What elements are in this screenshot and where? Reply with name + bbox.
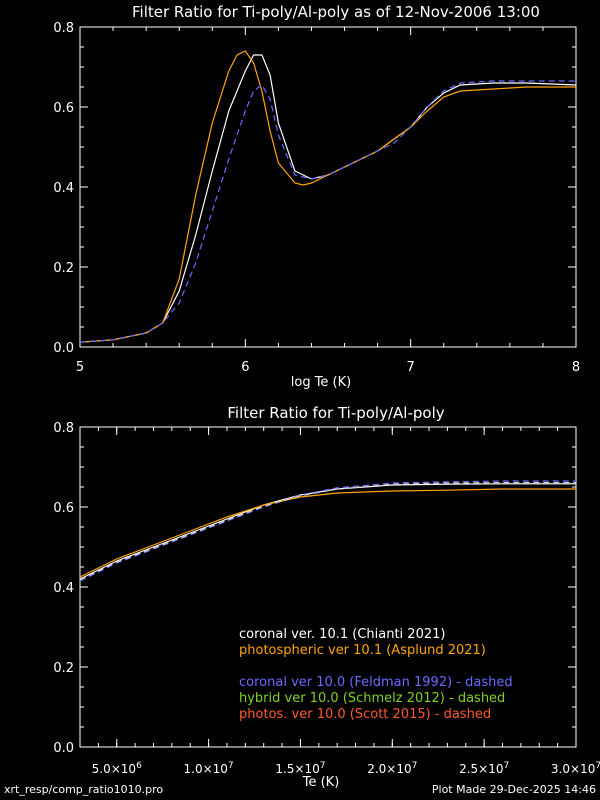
chart1-series-2-line: [79, 50, 576, 343]
chart2-legend-entry: photospheric ver 10.1 (Asplund 2021): [239, 643, 486, 658]
chart2-title: Filter Ratio for Ti-poly/Al-poly: [227, 404, 444, 422]
chart2-xtick-label: 2.0×107: [367, 761, 417, 776]
chart2-series-4-line: [79, 482, 576, 581]
chart1-series-1-line: [79, 54, 577, 343]
chart1-xtick-label: 8: [572, 360, 580, 375]
chart1-xtick-label: 5: [76, 360, 84, 375]
chart2-series-1-line: [79, 483, 576, 580]
chart1-xtick-label: 7: [407, 360, 415, 375]
chart2-xtick-label: 1.5×107: [275, 761, 325, 776]
chart2-ytick-label: 0.4: [53, 581, 74, 596]
chart1-title: Filter Ratio for Ti-poly/Al-poly as of 1…: [132, 3, 540, 21]
chart2-xtick-label: 1.0×107: [184, 761, 234, 776]
chart1-ytick-label: 0.2: [53, 261, 74, 276]
chart2-ytick-label: 0.6: [53, 501, 74, 516]
chart2-legend-entry: coronal ver. 10.1 (Chianti 2021): [239, 627, 445, 642]
chart1-ytick-label: 0.4: [53, 181, 74, 196]
chart2-legend-entry: photos. ver 10.0 (Scott 2015) - dashed: [239, 707, 491, 722]
chart1-xlabel: log Te (K): [291, 375, 351, 390]
chart2-xtick-label: 3.0×107: [551, 761, 600, 776]
chart1-xtick-label: 6: [241, 360, 249, 375]
chart1-ytick-label: 0.0: [53, 341, 74, 356]
footer-left: xrt_resp/comp_ratio1010.pro: [4, 783, 164, 796]
chart1-ytick-label: 0.6: [53, 101, 74, 116]
chart1-frame: [79, 26, 577, 348]
chart2-xtick-label: 5.0×106: [92, 761, 142, 776]
chart2-legend-entry: hybrid ver 10.0 (Schmelz 2012) - dashed: [239, 691, 505, 706]
chart2-series-3-line: [79, 480, 576, 582]
chart2-ytick-label: 0.0: [53, 741, 74, 756]
chart2-series-2-line: [79, 488, 576, 578]
chart2-ytick-label: 0.2: [53, 661, 74, 676]
chart2-xtick-label: 2.5×107: [459, 761, 509, 776]
chart2-legend-entry: coronal ver 10.0 (Feldman 1992) - dashed: [239, 675, 513, 690]
footer-right: Plot Made 29-Dec-2025 14:46: [431, 783, 596, 796]
chart2-ytick-label: 0.8: [53, 421, 74, 436]
chart1-ytick-label: 0.8: [53, 21, 74, 36]
chart1-series-3-line: [79, 80, 576, 343]
chart2-xlabel: Te (K): [302, 775, 340, 790]
